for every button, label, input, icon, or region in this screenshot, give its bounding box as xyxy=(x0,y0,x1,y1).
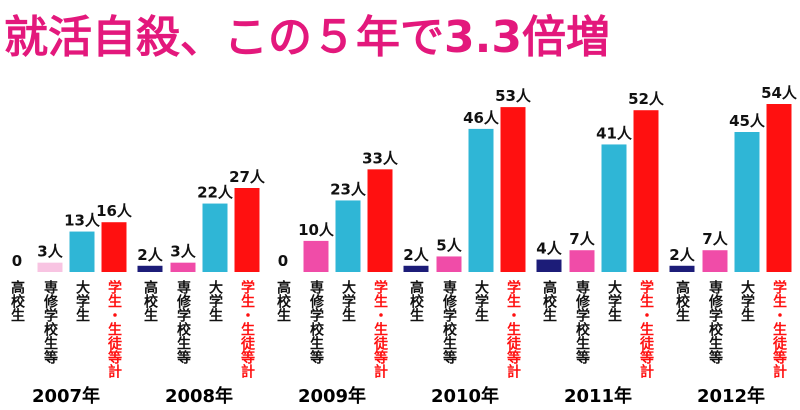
bar xyxy=(436,256,462,272)
bar xyxy=(569,250,595,272)
series-label: 大学生 xyxy=(74,279,90,322)
series-label: 学生・生徒等計 xyxy=(638,279,655,379)
value-label: 7人 xyxy=(569,230,595,248)
value-label: 53人 xyxy=(495,87,532,105)
bar xyxy=(500,107,526,272)
bar xyxy=(367,169,393,272)
chart-title: 就活自殺、この５年で3.3倍増 xyxy=(4,12,610,63)
value-label: 0 xyxy=(12,252,22,270)
series-label: 高校生 xyxy=(674,279,690,322)
bar xyxy=(303,240,329,272)
series-label: 高校生 xyxy=(408,279,424,322)
bar xyxy=(403,265,429,272)
value-label: 4人 xyxy=(536,240,562,258)
value-label: 27人 xyxy=(229,168,266,186)
series-label: 専修学校生等 xyxy=(441,279,458,365)
value-label: 16人 xyxy=(96,202,133,220)
value-label: 2人 xyxy=(403,246,429,264)
series-label: 学生・生徒等計 xyxy=(771,279,788,379)
value-label: 41人 xyxy=(596,124,633,142)
year-label: 2011年 xyxy=(564,385,632,407)
value-label: 3人 xyxy=(170,243,196,261)
bar xyxy=(734,132,760,272)
series-label: 学生・生徒等計 xyxy=(505,279,522,379)
series-label: 専修学校生等 xyxy=(574,279,591,365)
value-label: 3人 xyxy=(37,243,63,261)
bar xyxy=(234,188,260,272)
bar xyxy=(633,110,659,272)
bar xyxy=(137,265,163,272)
year-label: 2010年 xyxy=(431,385,499,407)
year-label: 2008年 xyxy=(165,385,233,407)
series-label: 大学生 xyxy=(606,279,622,322)
bar xyxy=(601,144,627,272)
bar xyxy=(669,265,695,272)
series-label: 学生・生徒等計 xyxy=(239,279,256,379)
bar xyxy=(101,222,127,272)
value-label: 10人 xyxy=(298,221,335,239)
value-label: 52人 xyxy=(628,90,665,108)
value-label: 23人 xyxy=(330,180,367,198)
series-label: 専修学校生等 xyxy=(308,279,325,365)
bar xyxy=(37,262,63,272)
series-label: 大学生 xyxy=(340,279,356,322)
bar xyxy=(702,250,728,272)
series-label: 大学生 xyxy=(473,279,489,322)
value-label: 22人 xyxy=(197,184,234,202)
value-label: 46人 xyxy=(463,109,500,127)
series-label: 大学生 xyxy=(207,279,223,322)
value-label: 0 xyxy=(278,252,288,270)
year-label: 2012年 xyxy=(697,385,765,407)
bar xyxy=(202,203,228,272)
value-label: 2人 xyxy=(137,246,163,264)
series-label: 高校生 xyxy=(9,279,25,322)
bar xyxy=(536,259,562,272)
series-label: 専修学校生等 xyxy=(707,279,724,365)
series-label: 高校生 xyxy=(142,279,158,322)
value-label: 2人 xyxy=(669,246,695,264)
value-label: 45人 xyxy=(729,112,766,130)
value-label: 5人 xyxy=(436,236,462,254)
series-label: 学生・生徒等計 xyxy=(106,279,123,379)
value-label: 13人 xyxy=(64,212,101,230)
bar xyxy=(69,231,95,272)
series-label: 専修学校生等 xyxy=(42,279,59,365)
bar xyxy=(468,128,494,272)
bar xyxy=(335,200,361,272)
value-label: 33人 xyxy=(362,149,399,167)
value-label: 54人 xyxy=(761,84,798,102)
series-label: 高校生 xyxy=(275,279,291,322)
bar xyxy=(766,104,792,272)
series-label: 専修学校生等 xyxy=(175,279,192,365)
year-label: 2009年 xyxy=(298,385,366,407)
value-label: 7人 xyxy=(702,230,728,248)
series-label: 高校生 xyxy=(541,279,557,322)
series-label: 大学生 xyxy=(739,279,755,322)
bar xyxy=(170,262,196,272)
year-label: 2007年 xyxy=(32,385,100,407)
series-label: 学生・生徒等計 xyxy=(372,279,389,379)
